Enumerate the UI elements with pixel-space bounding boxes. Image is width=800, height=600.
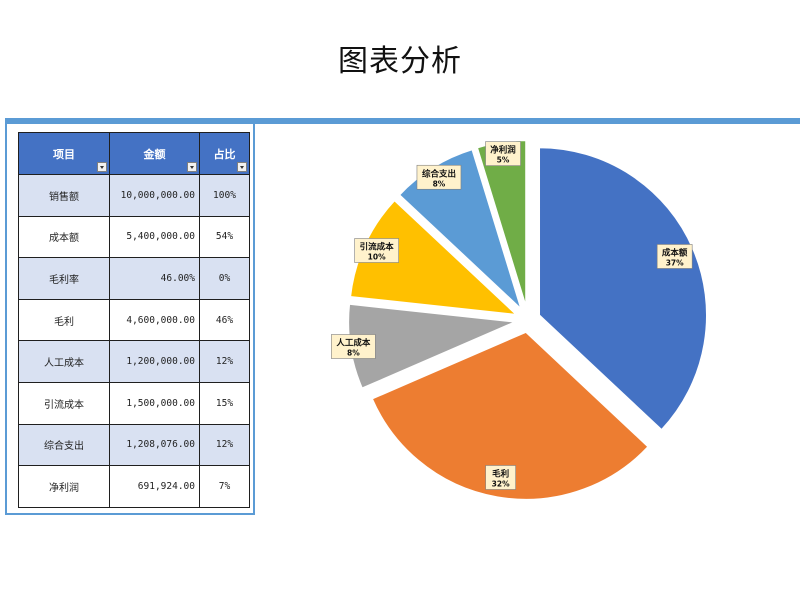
row-name[interactable]: 毛利 [18, 298, 110, 342]
row-name[interactable]: 引流成本 [18, 381, 110, 425]
header-item: 项目 [18, 132, 110, 175]
row-amount[interactable]: 46.00% [109, 257, 200, 300]
table-row: 毛利率 46.00% 0% [18, 257, 250, 300]
row-percent[interactable]: 54% [199, 215, 250, 259]
table-row: 净利润 691,924.00 7% [18, 465, 250, 508]
row-name[interactable]: 综合支出 [18, 423, 110, 467]
table-row: 销售额 10,000,000.00 100% [18, 174, 250, 217]
row-amount[interactable]: 691,924.00 [109, 465, 200, 508]
pie-label-category: 引流成本 [360, 242, 395, 253]
row-percent[interactable]: 100% [199, 174, 250, 217]
row-name[interactable]: 人工成本 [18, 340, 110, 383]
pie-label-percent: 8% [433, 179, 446, 188]
pie-label-percent: 32% [492, 479, 510, 488]
header-percent-label: 占比 [213, 147, 236, 161]
row-percent[interactable]: 46% [199, 298, 250, 342]
pie-label-box [331, 334, 376, 359]
pie-label-percent: 5% [497, 156, 510, 165]
header-amount: 金额 [109, 132, 200, 175]
filter-dropdown-button[interactable] [237, 162, 247, 172]
pie-label-category: 毛利 [492, 468, 509, 479]
pie-label-box [416, 164, 462, 190]
header-accent-bar [5, 118, 800, 124]
header-item-label: 项目 [53, 147, 75, 161]
header-percent: 占比 [199, 132, 250, 175]
row-name[interactable]: 净利润 [18, 465, 110, 508]
row-amount[interactable]: 1,200,000.00 [109, 340, 200, 383]
row-amount[interactable]: 1,208,076.00 [109, 423, 200, 467]
row-percent[interactable]: 12% [199, 340, 250, 383]
pie-label-box [485, 465, 516, 490]
pie-label-box [354, 238, 399, 263]
row-percent[interactable]: 7% [199, 465, 250, 508]
table-row: 综合支出 1,208,076.00 12% [18, 423, 250, 467]
pie-slice-1[interactable] [370, 330, 650, 501]
table-header-row: 项目 金额 占比 [18, 132, 250, 175]
row-percent[interactable]: 15% [199, 381, 250, 425]
header-amount-label: 金额 [143, 147, 166, 161]
row-amount[interactable]: 5,400,000.00 [109, 215, 200, 259]
table-panel-frame [5, 118, 255, 515]
row-name[interactable]: 销售额 [18, 174, 110, 217]
pie-label-category: 人工成本 [336, 338, 371, 349]
table-row: 引流成本 1,500,000.00 15% [18, 381, 250, 425]
pie-label-percent: 10% [368, 253, 386, 262]
page-title: 图表分析 [338, 44, 462, 79]
row-percent[interactable]: 0% [199, 257, 250, 300]
row-percent[interactable]: 12% [199, 423, 250, 467]
row-amount[interactable]: 10,000,000.00 [109, 174, 200, 217]
pie-label-percent: 8% [347, 349, 360, 358]
table-row: 成本额 5,400,000.00 54% [18, 215, 250, 259]
pie-label-category: 成本额 [662, 247, 688, 258]
pie-label-category: 净利润 [490, 145, 516, 156]
row-name[interactable]: 毛利率 [18, 257, 110, 300]
pie-label-box [485, 141, 521, 166]
row-name[interactable]: 成本额 [18, 215, 110, 259]
row-amount[interactable]: 4,600,000.00 [109, 298, 200, 342]
row-amount[interactable]: 1,500,000.00 [109, 381, 200, 425]
pie-label-percent: 37% [666, 258, 684, 267]
summary-table: 项目 金额 占比 销售额 10,000,000.00 100% 成本额 5,40… [18, 132, 250, 508]
pie-label-box [656, 244, 693, 269]
pie-slice-0[interactable] [538, 146, 709, 432]
filter-dropdown-button[interactable] [97, 162, 107, 172]
filter-dropdown-button[interactable] [187, 162, 197, 172]
pie-label-category: 综合支出 [422, 168, 456, 179]
table-row: 毛利 4,600,000.00 46% [18, 298, 250, 342]
table-row: 人工成本 1,200,000.00 12% [18, 340, 250, 383]
